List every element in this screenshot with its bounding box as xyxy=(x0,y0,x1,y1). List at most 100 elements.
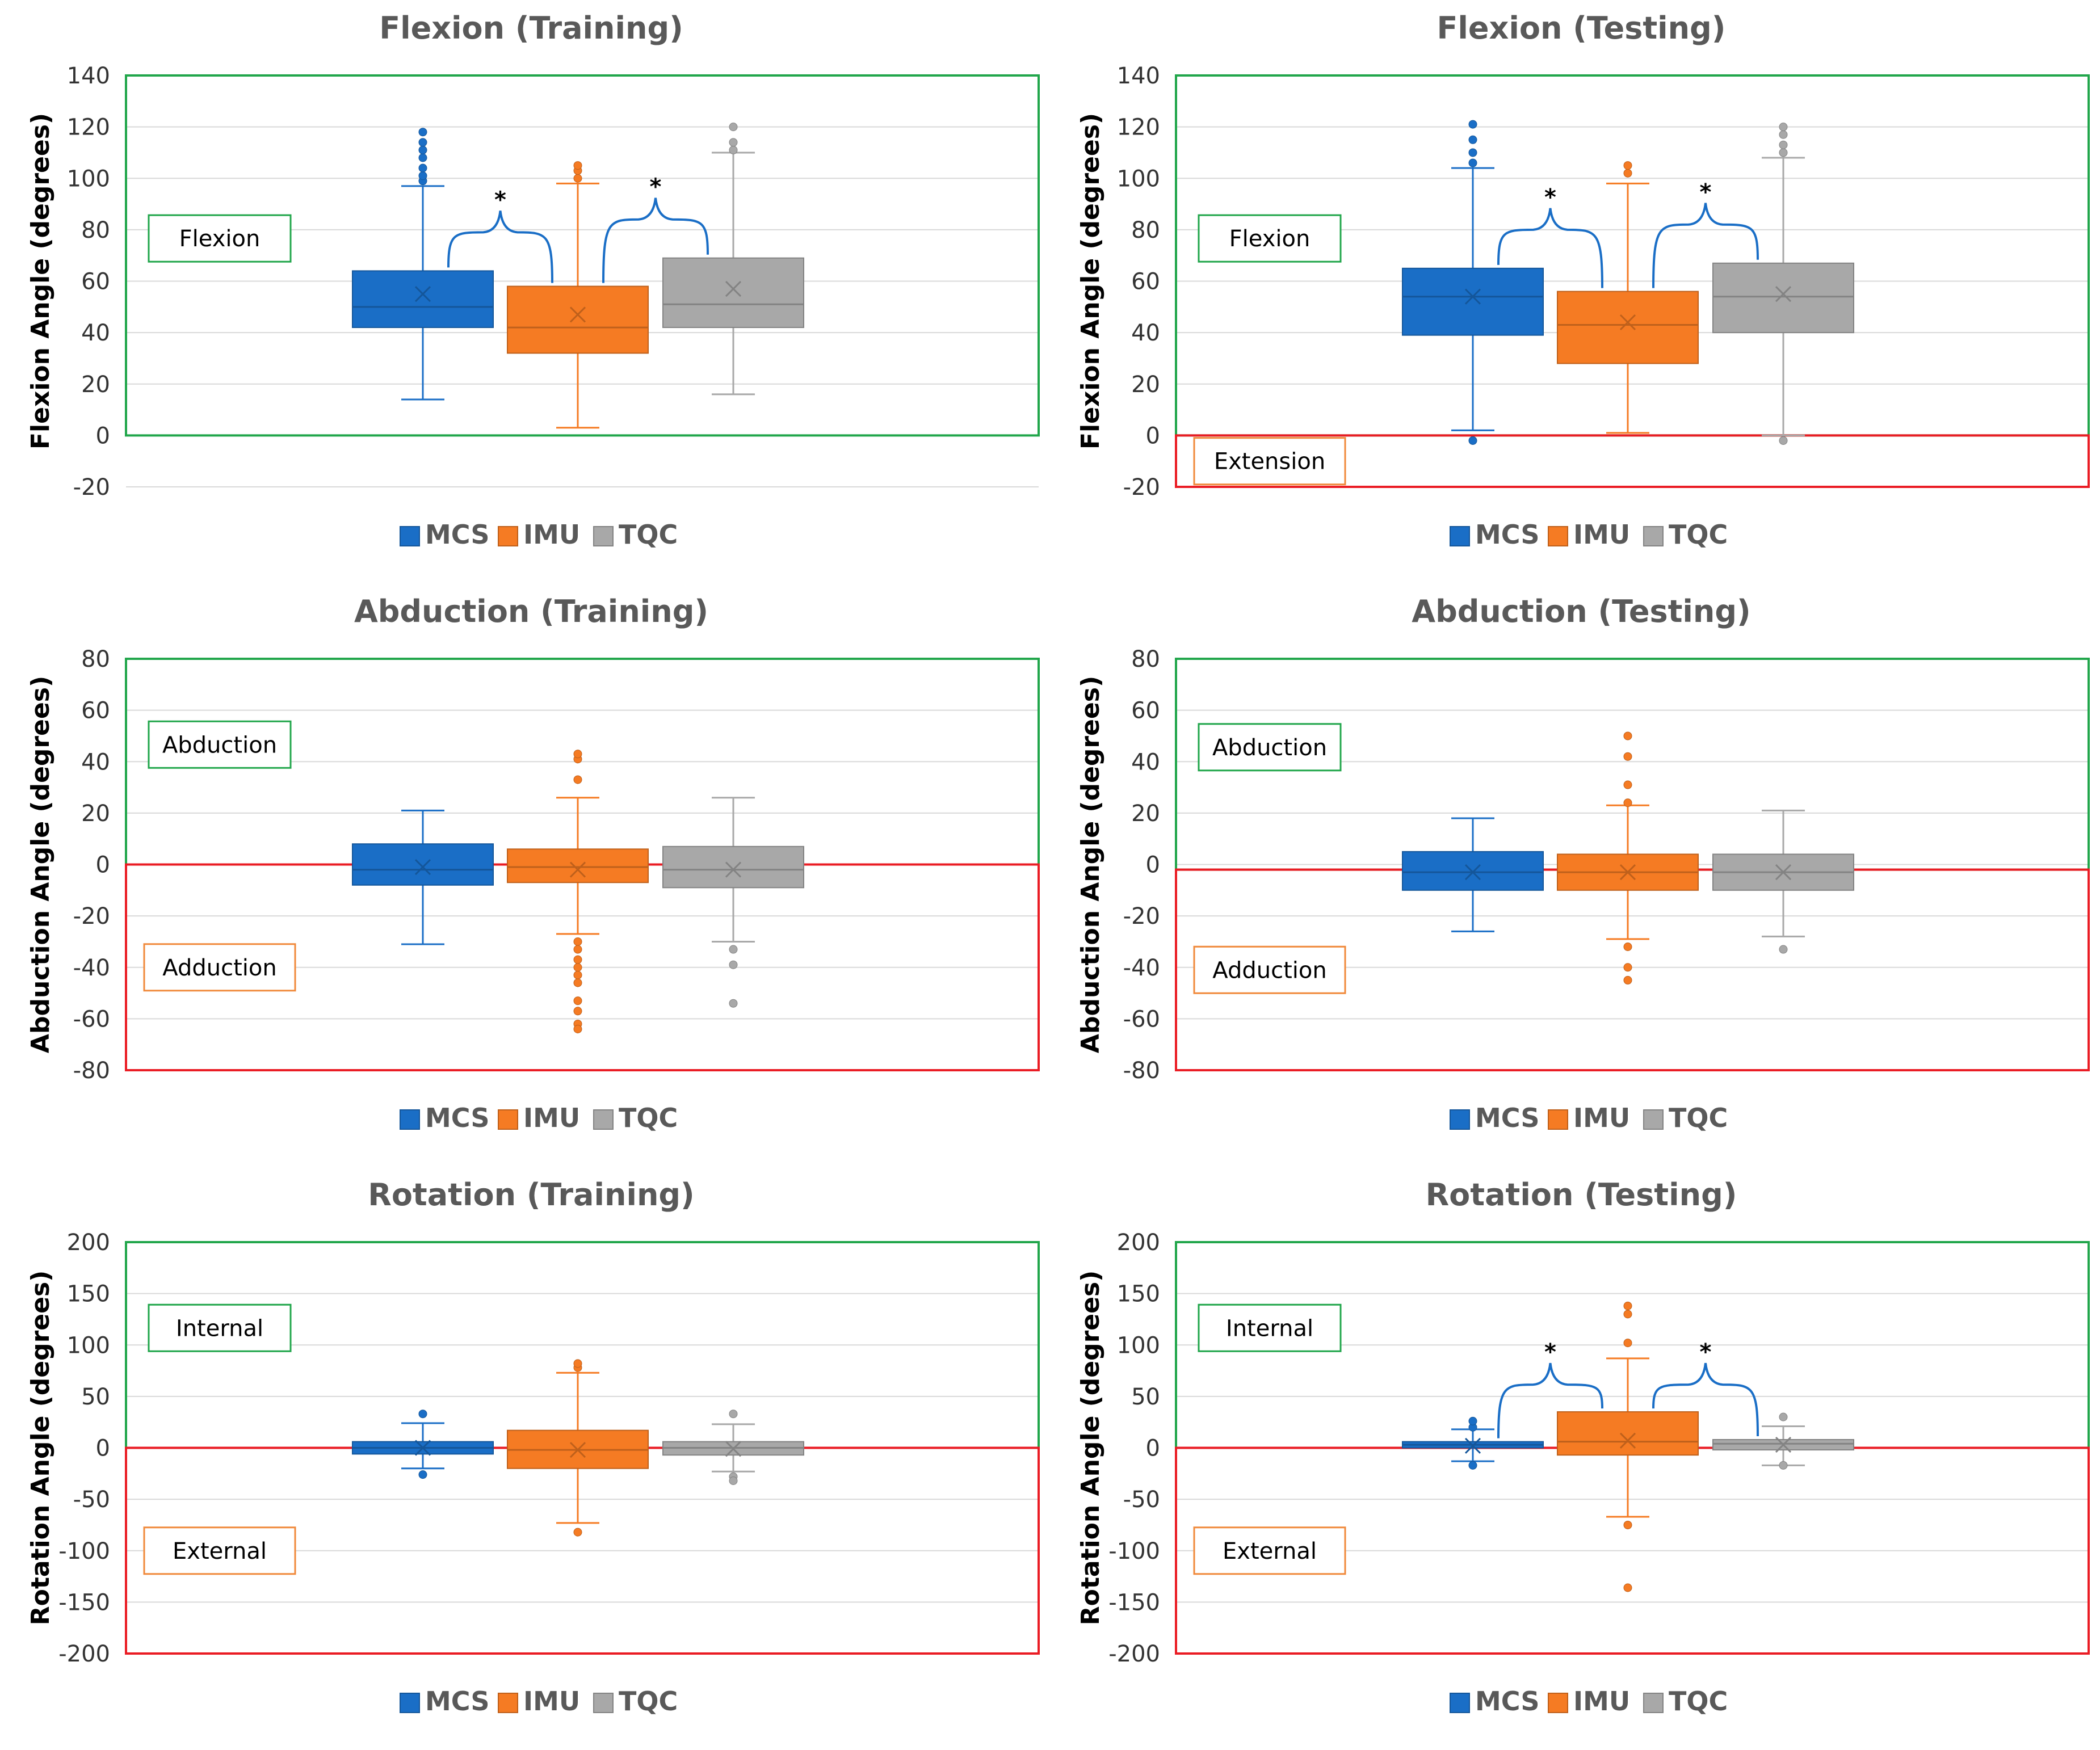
y-tick-label: -40 xyxy=(73,955,110,981)
box-group-tqc xyxy=(1712,123,1854,445)
mean-marker xyxy=(414,859,431,876)
y-tick-label: 140 xyxy=(67,63,110,89)
y-tick-label: -20 xyxy=(73,474,110,500)
box-group-imu xyxy=(1557,731,1699,985)
legend-swatch-imu xyxy=(1548,1693,1568,1713)
outlier-point xyxy=(1779,148,1788,157)
outlier-point xyxy=(573,161,582,170)
y-tick-label: 150 xyxy=(67,1281,110,1307)
legend-label-tqc: TQC xyxy=(619,1686,678,1717)
box-group-tqc xyxy=(662,123,804,396)
outlier-point xyxy=(1623,780,1632,789)
legend-swatch-tqc xyxy=(593,1109,614,1130)
negative-annotation-label: Extension xyxy=(1214,449,1325,475)
mean-marker xyxy=(1464,864,1481,881)
outlier-point xyxy=(1623,798,1632,807)
legend-swatch-tqc xyxy=(593,1693,614,1713)
outlier-point xyxy=(729,138,738,147)
box-group-imu xyxy=(507,1359,649,1537)
legend-swatch-tqc xyxy=(1643,1109,1664,1130)
outlier-point xyxy=(729,945,738,954)
outlier-point xyxy=(1468,436,1477,445)
mean-marker xyxy=(414,1440,431,1456)
outlier-point xyxy=(1468,1416,1477,1425)
box-group-tqc xyxy=(1712,809,1854,954)
y-tick-label: -100 xyxy=(1108,1538,1160,1564)
positive-annotation-label: Abduction xyxy=(1212,735,1327,761)
y-axis-label: Flexion Angle (degrees) xyxy=(26,113,55,449)
y-tick-label: -60 xyxy=(1123,1006,1160,1032)
mean-marker xyxy=(725,1441,742,1457)
legend: MCS IMU TQC xyxy=(400,1686,678,1717)
legend-label-tqc: TQC xyxy=(1669,1686,1728,1717)
outlier-point xyxy=(573,963,582,972)
mean-marker xyxy=(1619,314,1636,331)
outlier-point xyxy=(1623,169,1632,178)
y-tick-label: -100 xyxy=(58,1538,110,1564)
legend-swatch-tqc xyxy=(593,526,614,546)
outlier-point xyxy=(1623,975,1632,985)
y-tick-label: 40 xyxy=(81,320,110,346)
y-tick-label: 0 xyxy=(1146,1436,1160,1462)
positive-annotation-box xyxy=(148,1303,292,1352)
significance-bracket xyxy=(447,211,553,283)
box-iqr xyxy=(662,845,804,889)
outlier-point xyxy=(573,174,582,183)
outlier-point xyxy=(418,128,427,137)
legend-label-mcs: MCS xyxy=(425,519,490,550)
mean-marker xyxy=(569,861,586,878)
y-tick-label: 40 xyxy=(81,749,110,775)
significance-bracket xyxy=(1652,203,1759,288)
y-tick-label: -60 xyxy=(73,1006,110,1032)
y-tick-label: 150 xyxy=(1117,1281,1160,1307)
legend-label-mcs: MCS xyxy=(1475,1686,1540,1717)
outlier-point xyxy=(573,750,582,759)
legend-label-mcs: MCS xyxy=(1475,1103,1540,1133)
y-tick-label: 0 xyxy=(96,423,110,449)
y-tick-label: -200 xyxy=(58,1641,110,1667)
negative-annotation-box xyxy=(1193,437,1346,486)
outlier-point xyxy=(729,145,738,154)
outlier-point xyxy=(1468,135,1477,144)
y-tick-label: -150 xyxy=(58,1589,110,1616)
legend-swatch-imu xyxy=(498,1109,518,1130)
outlier-point xyxy=(729,960,738,969)
outlier-point xyxy=(1779,123,1788,132)
box-group-mcs xyxy=(1402,1416,1544,1470)
box-group-imu xyxy=(1557,161,1699,434)
outlier-point xyxy=(418,1410,427,1419)
outlier-point xyxy=(573,978,582,987)
chart-title: Rotation (Testing) xyxy=(1426,1177,1737,1213)
outlier-point xyxy=(1779,140,1788,149)
positive-annotation-box xyxy=(1198,1303,1342,1352)
outlier-point xyxy=(573,1528,582,1537)
chart-abduction-training: 80 60 40 20 0 -20 -40 -60 -80 Abduction (Training… xyxy=(26,594,1040,1133)
outlier-point xyxy=(1623,1310,1632,1319)
y-tick-label: -50 xyxy=(1123,1487,1160,1513)
box-iqr xyxy=(352,843,494,886)
chart-abduction-testing: 80 60 40 20 0 -20 -40 -60 -80 Abduction (Testing)… xyxy=(1076,594,2090,1133)
chart-rotation-training: 200 150 100 50 0 -50 -100 -150 -200 Rotation (Tra… xyxy=(26,1177,1040,1717)
outlier-point xyxy=(729,999,738,1008)
box-iqr xyxy=(507,285,649,354)
negative-annotation-label: Adduction xyxy=(162,955,276,981)
outlier-point xyxy=(573,945,582,954)
mean-marker xyxy=(1464,288,1481,305)
chart-title: Rotation (Training) xyxy=(368,1177,695,1213)
legend: MCS IMU TQC xyxy=(1450,519,1728,550)
outlier-point xyxy=(1623,161,1632,170)
significance-label: * xyxy=(1544,1339,1556,1365)
outlier-point xyxy=(1623,1301,1632,1310)
box-group-mcs xyxy=(352,1410,494,1479)
y-tick-label: 100 xyxy=(67,166,110,192)
significance-bracket xyxy=(1497,1362,1603,1438)
box-group-mcs xyxy=(1402,817,1544,932)
legend-label-mcs: MCS xyxy=(425,1103,490,1133)
y-tick-label: -80 xyxy=(73,1058,110,1084)
outlier-point xyxy=(729,123,738,132)
positive-annotation-label: Abduction xyxy=(162,732,277,758)
chart-title: Abduction (Training) xyxy=(354,594,708,629)
outlier-point xyxy=(1779,130,1788,139)
negative-annotation-label: Adduction xyxy=(1212,957,1326,983)
legend-swatch-imu xyxy=(498,526,518,546)
